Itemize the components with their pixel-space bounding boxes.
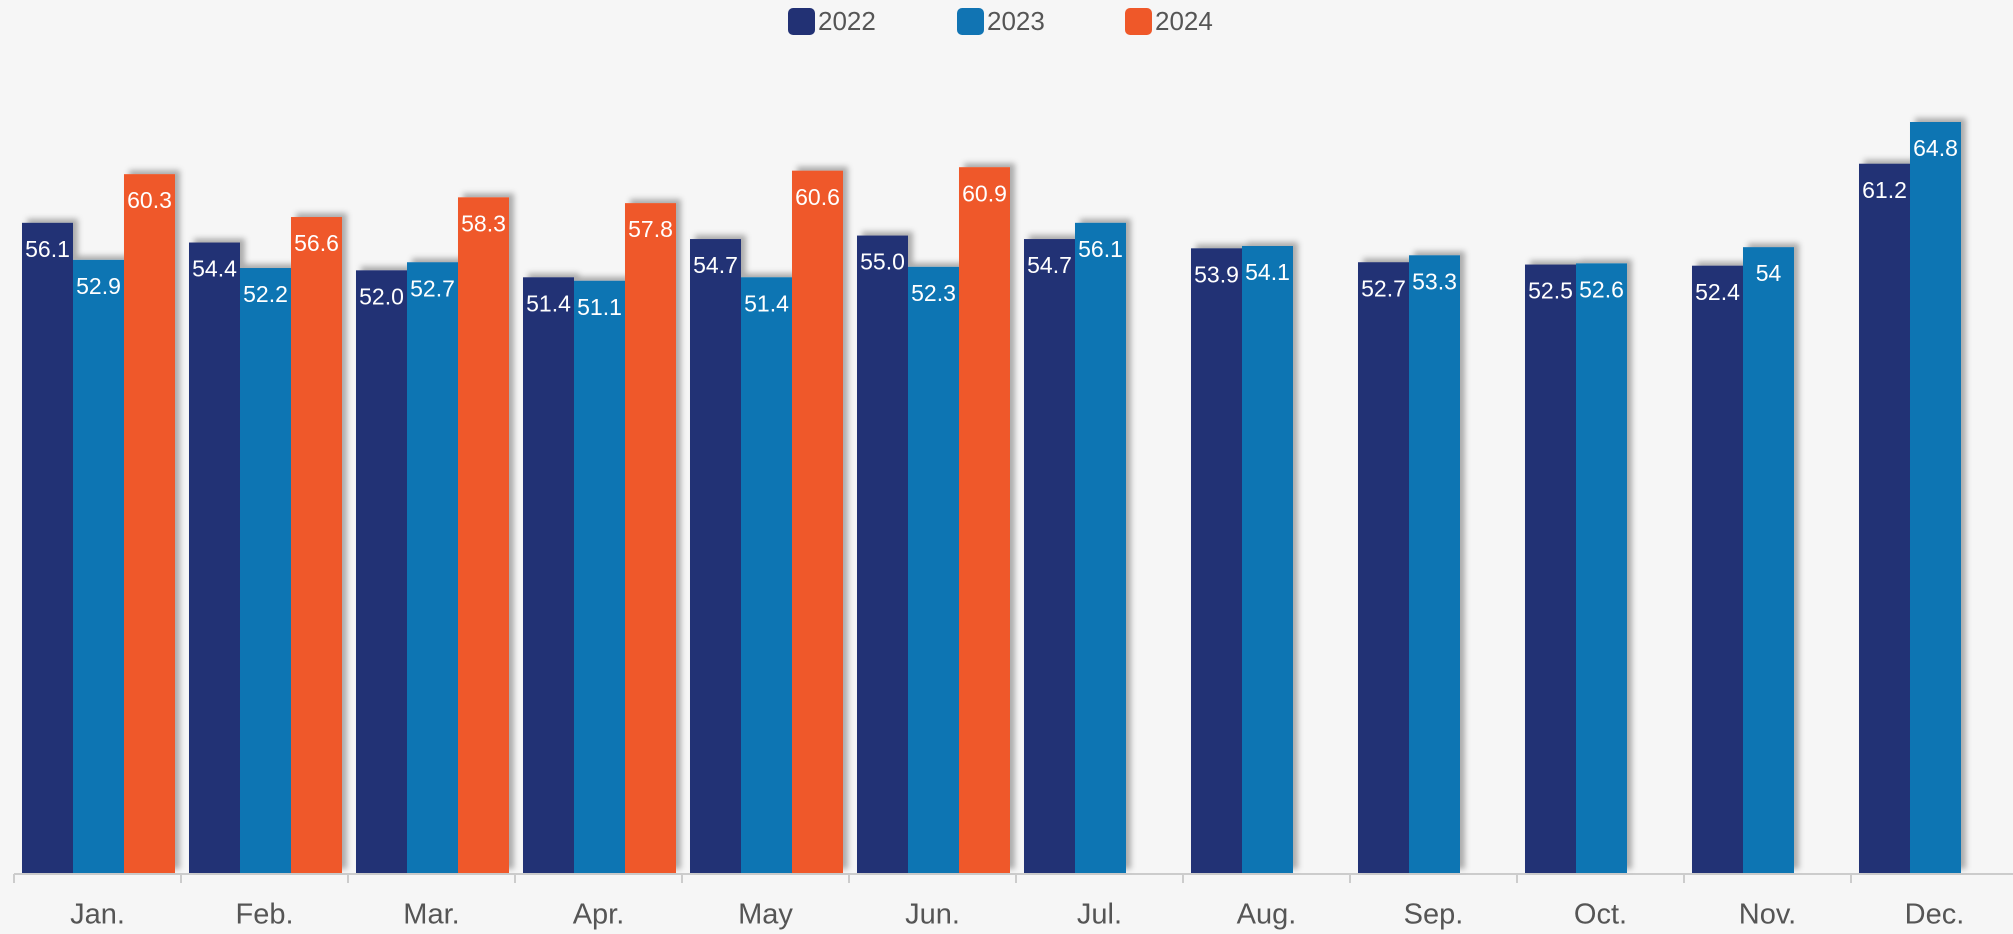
- data-label: 52.5: [1528, 278, 1573, 304]
- bar: [690, 239, 741, 873]
- data-label: 56.1: [1078, 236, 1123, 262]
- x-tick-label: Jan.: [70, 899, 125, 931]
- bar: [1576, 263, 1627, 873]
- data-label: 60.6: [795, 184, 840, 210]
- bar: [625, 203, 676, 874]
- data-label: 56.6: [294, 230, 339, 256]
- data-label: 64.8: [1913, 135, 1958, 161]
- bar: [22, 222, 73, 873]
- bar: [189, 242, 240, 873]
- bar: [1859, 163, 1910, 873]
- bar: [1242, 246, 1293, 874]
- bar: [407, 262, 458, 873]
- bars: [22, 122, 1961, 874]
- x-tick-label: Feb.: [235, 899, 293, 931]
- data-label: 52.7: [410, 275, 455, 301]
- data-label: 52.2: [243, 281, 288, 307]
- data-label: 52.3: [911, 280, 956, 306]
- bar: [857, 235, 908, 874]
- x-tick-label: Apr.: [573, 899, 625, 931]
- data-label: 55.0: [860, 249, 905, 275]
- data-label: 54.7: [693, 252, 738, 278]
- legend-label: 2023: [987, 6, 1045, 36]
- x-tick-label: Aug.: [1237, 899, 1297, 931]
- legend-swatch: [788, 8, 815, 35]
- data-label: 52.6: [1579, 276, 1624, 302]
- data-label: 51.4: [526, 290, 571, 316]
- legend-swatch: [957, 8, 984, 35]
- data-label: 52.7: [1361, 275, 1406, 301]
- x-tick-label: Oct.: [1574, 899, 1627, 931]
- data-label: 53.3: [1412, 268, 1457, 294]
- x-tick-label: Mar.: [403, 899, 459, 931]
- x-tick-label: Jul.: [1077, 899, 1122, 931]
- bar: [291, 217, 342, 874]
- data-label: 54: [1756, 260, 1782, 286]
- bar: [908, 266, 959, 873]
- bar: [240, 268, 291, 873]
- data-label: 61.2: [1862, 177, 1907, 203]
- data-label: 51.4: [744, 290, 789, 316]
- data-label: 58.3: [461, 210, 506, 236]
- bar: [1910, 122, 1961, 873]
- data-label: 52.9: [76, 273, 121, 299]
- bar: [523, 277, 574, 873]
- legend-label: 2022: [818, 6, 876, 36]
- bar: [124, 174, 175, 873]
- x-tick-label: Nov.: [1739, 899, 1796, 931]
- data-label: 60.9: [962, 180, 1007, 206]
- data-label: 54.4: [192, 256, 237, 282]
- x-tick-label: Jun.: [905, 899, 960, 931]
- bar: [1692, 265, 1743, 874]
- bar: [741, 277, 792, 873]
- data-label: 53.9: [1194, 261, 1239, 287]
- data-label: 54.1: [1245, 259, 1290, 285]
- x-tick-label: May: [738, 899, 793, 931]
- bar: [1024, 239, 1075, 873]
- data-label: 51.1: [577, 294, 622, 320]
- x-tick-label: Sep.: [1404, 899, 1464, 931]
- bar: [356, 270, 407, 873]
- bar: [1358, 262, 1409, 873]
- data-label: 52.0: [359, 283, 404, 309]
- bar: [1191, 248, 1242, 873]
- bar: [1525, 264, 1576, 874]
- data-label: 54.7: [1027, 252, 1072, 278]
- x-tick-label: Dec.: [1905, 899, 1965, 931]
- bar: [959, 167, 1010, 873]
- legend-label: 2024: [1155, 6, 1213, 36]
- bar: [1409, 255, 1460, 874]
- legend-swatch: [1125, 8, 1152, 35]
- bar: [1743, 247, 1794, 873]
- data-label: 52.4: [1695, 279, 1740, 305]
- data-label: 60.3: [127, 187, 172, 213]
- bar: [1075, 222, 1126, 873]
- data-label: 56.1: [25, 236, 70, 262]
- bar: [792, 170, 843, 874]
- data-label: 57.8: [628, 216, 673, 242]
- bar: [458, 197, 509, 873]
- bar: [73, 259, 124, 873]
- bar: [574, 280, 625, 873]
